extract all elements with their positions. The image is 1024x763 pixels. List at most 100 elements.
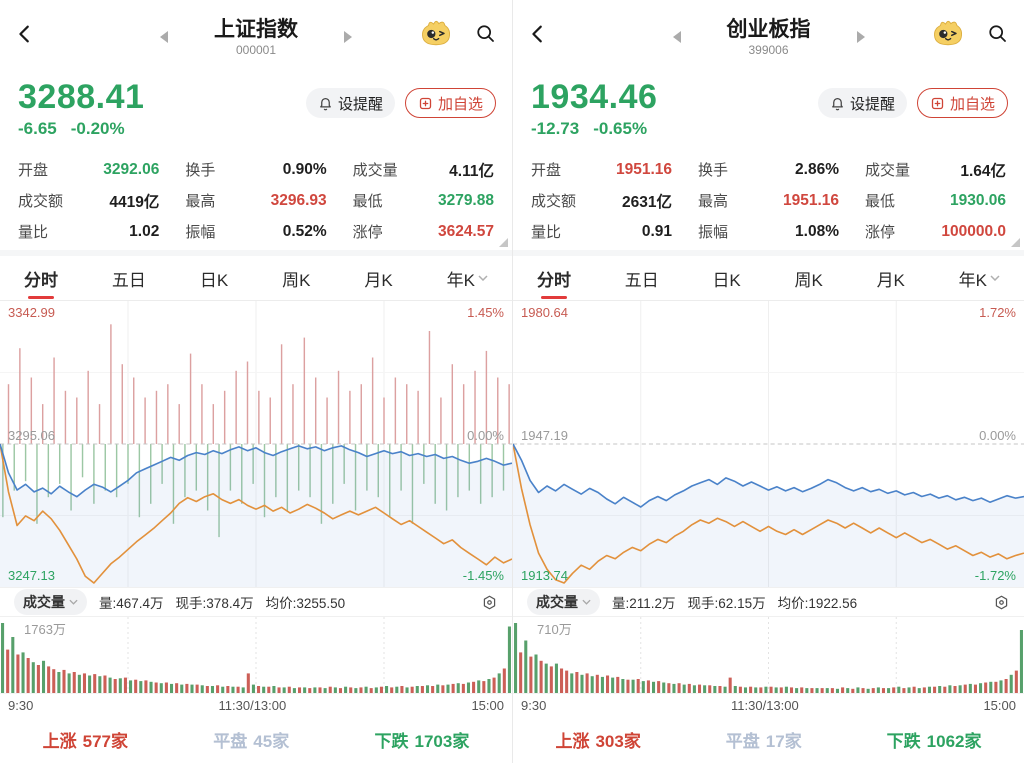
header-actions <box>419 18 496 48</box>
time-axis: 9:30 11:30/13:00 15:00 <box>513 694 1024 716</box>
stat-volume: 成交量 1.64亿 <box>865 162 1006 180</box>
header-title-group: 上证指数 000001 <box>160 17 352 57</box>
tab-monthly-k[interactable]: 月K <box>876 270 905 290</box>
quote-section: 3288.41 -6.65 -0.20% 设提醒 加自选 <box>0 74 512 148</box>
volume-indicator-select[interactable]: 成交量 <box>14 589 87 615</box>
stat-limit-up: 涨停 3624.57 <box>352 222 494 242</box>
price-change-pct: -0.65% <box>593 119 648 139</box>
stat-amplitude: 振幅 0.52% <box>185 222 327 242</box>
mascot-icon[interactable] <box>419 18 453 48</box>
active-tab-underline <box>541 295 567 299</box>
stat-limit-up: 涨停 100000.0 <box>865 222 1006 242</box>
chevron-down-icon <box>582 599 591 605</box>
tab-5day[interactable]: 五日 <box>111 270 146 290</box>
mascot-icon[interactable] <box>931 18 965 48</box>
back-button[interactable] <box>14 22 36 46</box>
price-change-row: -12.73 -0.65% <box>531 119 657 139</box>
axis-midday-time: 11:30/13:00 <box>731 697 799 713</box>
expand-stats-handle[interactable] <box>1011 238 1020 247</box>
chart-settings-icon[interactable] <box>993 594 1010 611</box>
stats-grid: 开盘 1951.16 换手 2.86% 成交量 1.64亿 成交额 2631亿 最高 19… <box>513 148 1024 250</box>
next-index-arrow-icon[interactable] <box>344 31 352 43</box>
tab-monthly-k[interactable]: 月K <box>364 270 393 290</box>
prev-index-arrow-icon[interactable] <box>672 31 681 43</box>
bell-icon <box>320 98 331 111</box>
stat-high: 最高 3296.93 <box>185 191 327 211</box>
unchanged-stat: 平盘 17家 <box>725 732 802 751</box>
chevron-down-icon <box>69 599 78 605</box>
add-box-icon <box>419 97 432 109</box>
avg-price: 均价:1922.56 <box>777 596 858 611</box>
tab-yearly-k[interactable]: 年K <box>959 260 1000 297</box>
unchanged-stat: 平盘 45家 <box>213 732 290 751</box>
tab-daily-k[interactable]: 日K <box>199 270 229 290</box>
set-alert-button[interactable]: 设提醒 <box>817 88 907 118</box>
advancers-stat: 上涨 577家 <box>42 732 129 751</box>
volume-chart: 1763万 <box>0 617 512 694</box>
chevron-down-icon <box>478 275 488 281</box>
quote-buttons: 设提醒 加自选 <box>817 88 1008 118</box>
add-watchlist-button[interactable]: 加自选 <box>916 88 1008 118</box>
advancers-stat: 上涨 303家 <box>555 732 641 751</box>
stat-amplitude: 振幅 1.08% <box>698 222 839 242</box>
volume-chart-canvas[interactable] <box>513 617 1024 693</box>
volume-chart: 710万 <box>513 617 1024 694</box>
next-index-arrow-icon[interactable] <box>856 31 865 43</box>
volume-max-label: 710万 <box>537 622 572 637</box>
volume-indicator-select[interactable]: 成交量 <box>527 589 600 615</box>
minute-chart-canvas[interactable] <box>513 301 1024 587</box>
set-alert-button[interactable]: 设提醒 <box>305 88 395 118</box>
back-chevron-icon <box>19 25 29 43</box>
index-price: 1934.46 <box>531 78 658 116</box>
axis-open-time: 9:30 <box>8 697 34 713</box>
stat-open: 开盘 1951.16 <box>531 160 672 180</box>
stat-low: 最低 3279.88 <box>352 191 494 211</box>
search-icon[interactable] <box>987 23 1008 44</box>
section-divider <box>0 250 512 256</box>
search-icon[interactable] <box>475 23 496 44</box>
quote-buttons: 设提醒 加自选 <box>305 88 496 118</box>
add-box-icon <box>931 97 944 109</box>
panel-sse: 上证指数 000001 3288.41 -6.65 -0.20% <box>0 17 512 751</box>
tab-minute[interactable]: 分时 <box>24 260 58 299</box>
price-change-row: -6.65 -0.20% <box>18 119 144 139</box>
axis-open-time: 9:30 <box>521 697 547 713</box>
market-breadth: 上涨 303家 平盘 17家 下跌 1062家 <box>513 716 1024 763</box>
stat-turnover-rate: 换手 2.86% <box>698 160 839 180</box>
chart-settings-icon[interactable] <box>481 594 498 611</box>
volume-chart-canvas[interactable] <box>0 617 512 693</box>
stat-turnover-rate: 换手 0.90% <box>185 160 327 180</box>
time-axis: 9:30 11:30/13:00 15:00 <box>0 694 512 716</box>
bell-icon <box>832 98 843 111</box>
index-title: 创业板指 <box>726 17 811 41</box>
stat-volume: 成交量 4.11亿 <box>352 162 494 180</box>
tab-yearly-k[interactable]: 年K <box>447 260 488 297</box>
tab-weekly-k[interactable]: 周K <box>282 270 311 290</box>
chevron-down-icon <box>990 275 1000 281</box>
price-change: -12.73 <box>531 119 580 139</box>
period-tabs: 分时 五日 日K 周K 月K 年K <box>0 256 512 301</box>
tab-5day[interactable]: 五日 <box>624 270 659 290</box>
price-change-pct: -0.20% <box>70 119 125 139</box>
tab-weekly-k[interactable]: 周K <box>794 270 823 290</box>
add-watchlist-button[interactable]: 加自选 <box>404 88 496 118</box>
price-block: 3288.41 -6.65 -0.20% <box>18 78 144 139</box>
header-title-group: 创业板指 399006 <box>672 17 865 57</box>
minute-chart: 1980.64 1.72% 1947.19 0.00% 1913.74 -1.7… <box>513 301 1024 587</box>
tab-daily-k[interactable]: 日K <box>712 270 741 290</box>
minute-chart-canvas[interactable] <box>0 301 512 587</box>
title-wrap: 上证指数 000001 <box>214 17 298 57</box>
stat-open: 开盘 3292.06 <box>18 160 160 180</box>
current-lots: 现手:62.15万 <box>687 596 766 611</box>
add-watchlist-label: 加自选 <box>437 95 483 113</box>
title-wrap: 创业板指 399006 <box>727 17 811 57</box>
tab-minute[interactable]: 分时 <box>537 260 571 299</box>
current-lots: 现手:378.4万 <box>175 596 254 611</box>
expand-stats-handle[interactable] <box>499 238 508 247</box>
prev-index-arrow-icon[interactable] <box>160 31 168 43</box>
back-button[interactable] <box>527 22 549 46</box>
avg-price: 均价:3255.50 <box>265 596 346 611</box>
minute-chart: 3342.99 1.45% 3295.06 0.00% 3247.13 -1.4… <box>0 301 512 587</box>
set-alert-label: 设提醒 <box>337 95 383 113</box>
stat-low: 最低 1930.06 <box>865 191 1006 211</box>
